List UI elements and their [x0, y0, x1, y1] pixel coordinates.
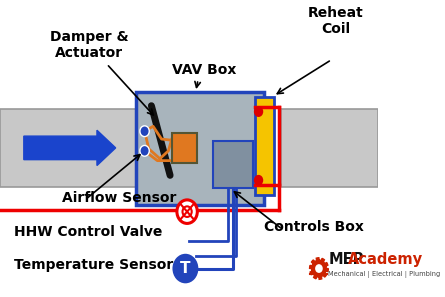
- Text: HHW Control Valve: HHW Control Valve: [14, 225, 163, 239]
- Polygon shape: [310, 258, 328, 279]
- Circle shape: [254, 106, 263, 117]
- Circle shape: [182, 206, 192, 217]
- Text: Damper &
Actuator: Damper & Actuator: [50, 30, 153, 115]
- Text: Academy: Academy: [348, 252, 423, 267]
- Bar: [213, 141, 254, 188]
- FancyArrow shape: [24, 130, 116, 165]
- Text: Temperature Sensor: Temperature Sensor: [14, 257, 174, 271]
- Text: VAV Box: VAV Box: [172, 63, 236, 77]
- Circle shape: [315, 264, 323, 273]
- Circle shape: [174, 255, 197, 282]
- Bar: [172, 133, 197, 162]
- Circle shape: [177, 200, 197, 223]
- Bar: [0, 109, 140, 187]
- Bar: [281, 109, 379, 187]
- Text: Airflow Sensor: Airflow Sensor: [62, 191, 177, 205]
- Text: Mechanical | Electrical | Plumbing: Mechanical | Electrical | Plumbing: [328, 271, 441, 278]
- Circle shape: [140, 146, 149, 156]
- Circle shape: [254, 175, 263, 186]
- Bar: [136, 92, 263, 205]
- Text: Controls Box: Controls Box: [263, 220, 364, 234]
- Text: MEP: MEP: [328, 252, 364, 267]
- Text: T: T: [180, 261, 190, 276]
- Text: Reheat
Coil: Reheat Coil: [308, 6, 364, 36]
- Circle shape: [140, 126, 149, 137]
- Bar: [255, 97, 274, 195]
